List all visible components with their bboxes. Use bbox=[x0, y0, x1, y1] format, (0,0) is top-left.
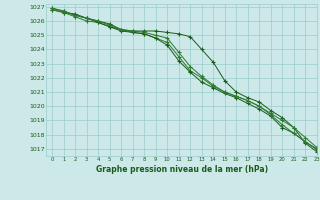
X-axis label: Graphe pression niveau de la mer (hPa): Graphe pression niveau de la mer (hPa) bbox=[96, 165, 268, 174]
